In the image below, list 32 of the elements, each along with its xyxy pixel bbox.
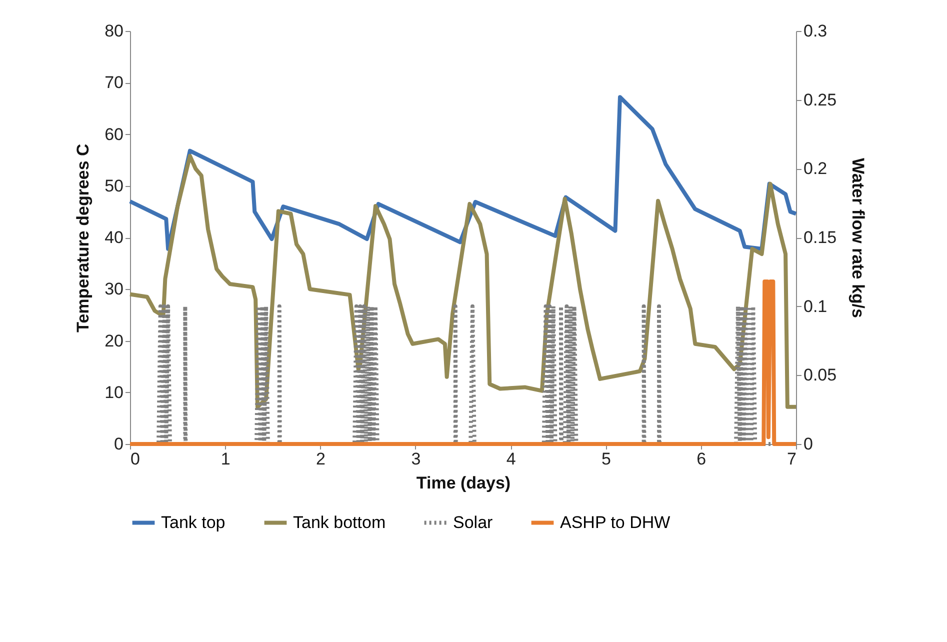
- y2-tick-label: 0: [804, 434, 813, 454]
- y2-tick-label: 0.1: [804, 296, 828, 316]
- x-tick-label: 4: [506, 450, 516, 468]
- x-axis-title: Time (days): [416, 474, 511, 492]
- legend-label: Tank bottom: [293, 512, 386, 532]
- x-tick-label: 3: [411, 450, 421, 468]
- y-tick-label: 80: [104, 22, 124, 40]
- y2-axis-title: Water flow rate kg/s: [848, 158, 868, 318]
- y-tick-label: 0: [114, 434, 124, 454]
- line-series: [128, 154, 798, 409]
- y2-tick-label: 0.3: [804, 22, 828, 40]
- x-tick-label: 2: [316, 450, 326, 468]
- legend-label: ASHP to DHW: [560, 512, 670, 532]
- y2-tick-label: 0.15: [804, 228, 837, 247]
- y-tick-label: 70: [104, 73, 124, 92]
- y-tick-label: 20: [104, 331, 124, 350]
- y2-tick-label: 0.05: [804, 366, 837, 385]
- y-axis-title: Temperature degrees C: [74, 144, 93, 332]
- y-tick-label: 30: [104, 280, 124, 299]
- y-tick-label: 50: [104, 176, 124, 196]
- x-tick-label: 0: [130, 450, 140, 468]
- x-tick-label: 7: [787, 450, 796, 468]
- legend-label: Tank top: [161, 512, 226, 532]
- x-tick-label: 6: [696, 450, 706, 468]
- y2-tick-label: 0.25: [804, 90, 837, 110]
- x-tick-label: 5: [601, 450, 611, 468]
- y-tick-label: 40: [104, 228, 124, 247]
- y-tick-label: 60: [104, 124, 124, 144]
- y-tick-label: 10: [104, 382, 124, 402]
- legend-label: Solar: [453, 512, 494, 532]
- y2-tick-label: 0.2: [804, 159, 828, 178]
- x-tick-label: 1: [220, 450, 230, 468]
